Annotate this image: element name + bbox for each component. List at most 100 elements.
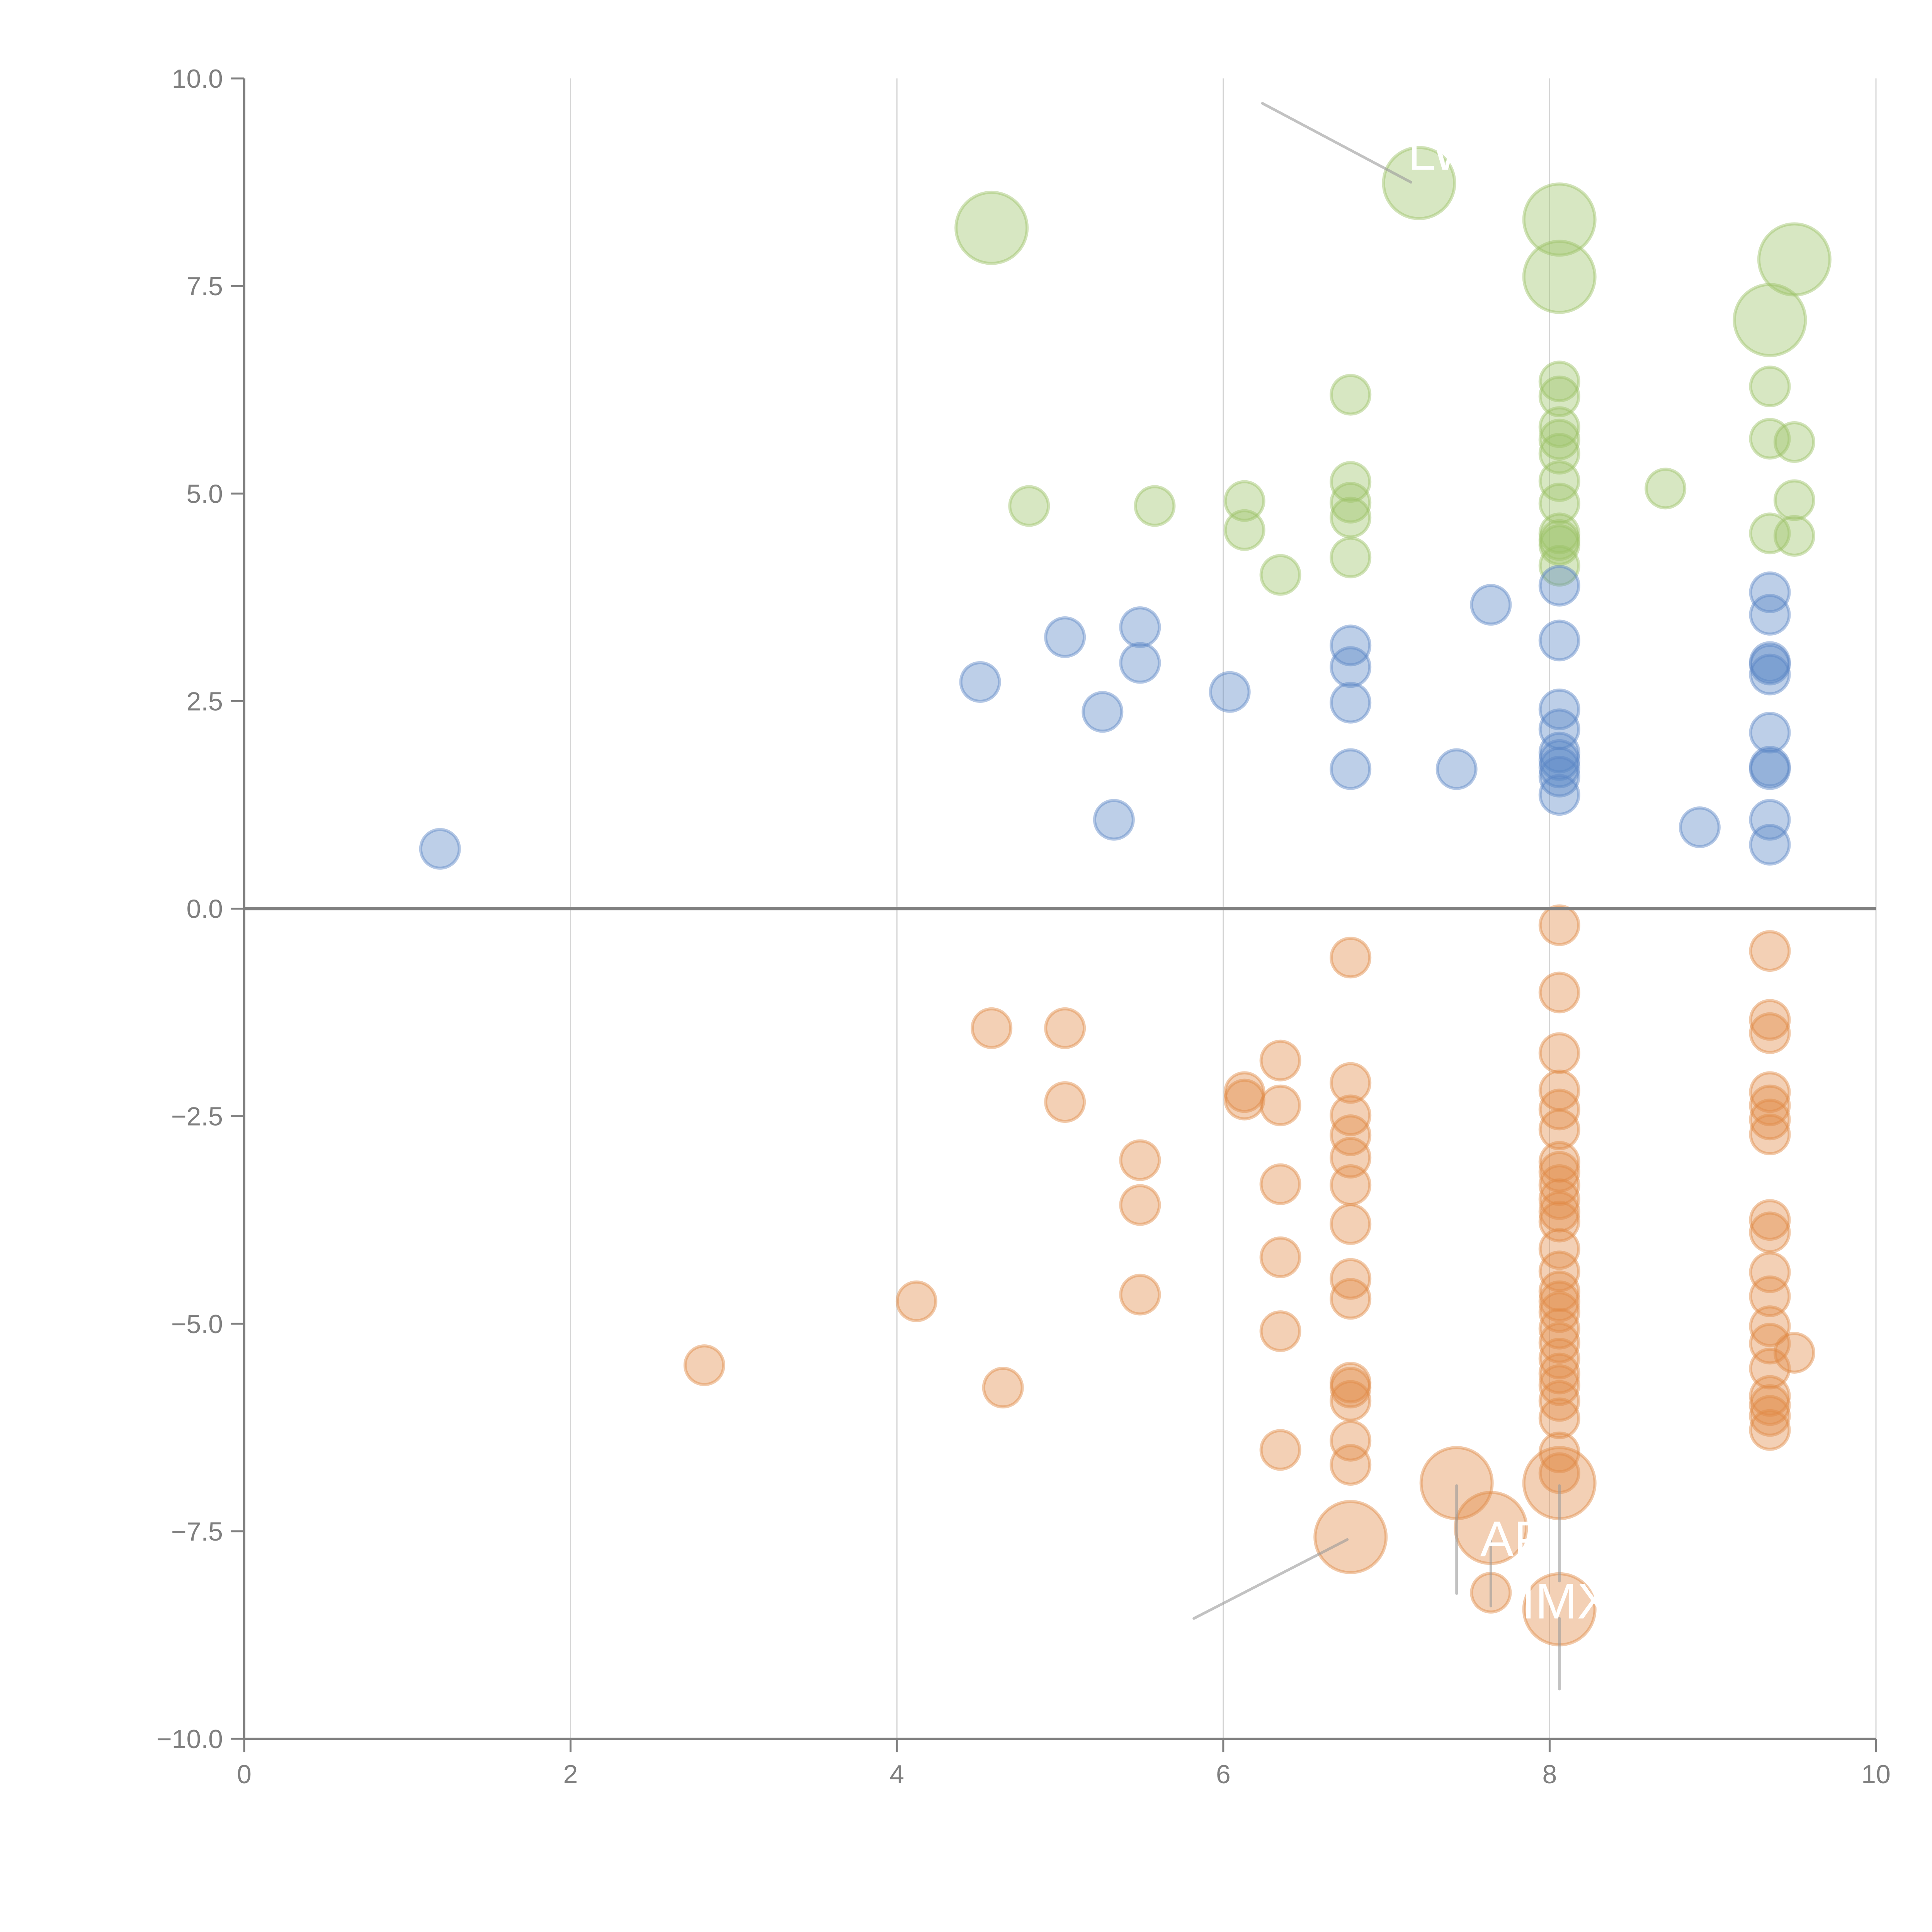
bubble-green bbox=[1538, 361, 1580, 403]
bubble-orange bbox=[1749, 1113, 1791, 1155]
bubble-blue bbox=[1044, 616, 1086, 658]
bubble-green bbox=[1773, 515, 1815, 557]
bubble-orange bbox=[1330, 1362, 1372, 1404]
bubble-orange bbox=[1538, 1308, 1580, 1350]
bubble-blue bbox=[1538, 739, 1580, 781]
bubble-blue bbox=[1749, 571, 1791, 613]
bubble-blue bbox=[419, 828, 461, 870]
bubble-green bbox=[1330, 461, 1372, 503]
bubble-orange bbox=[1259, 1163, 1301, 1205]
bubble-blue bbox=[1538, 747, 1580, 789]
bubble-orange bbox=[1259, 1039, 1301, 1082]
x-tick-label: 10 bbox=[1861, 1760, 1891, 1789]
bubble-blue bbox=[1749, 799, 1791, 841]
bubble-green bbox=[1330, 536, 1372, 578]
bubble-orange bbox=[1749, 1409, 1791, 1451]
series-green bbox=[954, 146, 1832, 596]
y-tick-label: −2.5 bbox=[171, 1102, 223, 1131]
x-tick-label: 4 bbox=[889, 1760, 904, 1789]
bubble-orange bbox=[1044, 1007, 1086, 1049]
bubble-green bbox=[954, 190, 1029, 265]
bubble-orange bbox=[1330, 1420, 1372, 1462]
bubble-orange bbox=[1538, 1088, 1580, 1131]
annotation-labels: LW AP IMX bbox=[1408, 124, 1611, 1629]
bubble-orange bbox=[1259, 1236, 1301, 1278]
bubble-orange bbox=[1749, 1323, 1791, 1365]
x-tick-label: 6 bbox=[1216, 1760, 1231, 1789]
bubble-orange bbox=[1538, 1250, 1580, 1293]
bubble-green bbox=[1538, 433, 1580, 475]
bubble-green bbox=[1522, 240, 1597, 314]
annotation-label: IMX bbox=[1521, 1573, 1611, 1629]
bubble-orange bbox=[1773, 1332, 1815, 1374]
bubble-blue bbox=[1538, 565, 1580, 607]
bubble-orange bbox=[1749, 1099, 1791, 1141]
bubble-orange bbox=[1330, 1062, 1372, 1104]
bubble-orange bbox=[1538, 1178, 1580, 1220]
y-tick-label: −5.0 bbox=[171, 1310, 223, 1339]
bubble-orange bbox=[1044, 1081, 1086, 1123]
bubble-blue bbox=[1330, 624, 1372, 667]
bubble-orange bbox=[1330, 1203, 1372, 1245]
bubble-green bbox=[1538, 545, 1580, 587]
bubble-blue bbox=[959, 661, 1001, 703]
bubble-blue bbox=[1538, 688, 1580, 730]
bubble-orange bbox=[1538, 1337, 1580, 1379]
bubble-blue bbox=[1435, 748, 1478, 790]
bubble-green bbox=[1749, 366, 1791, 408]
bubble-orange bbox=[1538, 1190, 1580, 1233]
y-tick-label: 0.0 bbox=[186, 895, 223, 924]
bubble-blue bbox=[1749, 653, 1791, 696]
bubble-orange bbox=[1538, 1070, 1580, 1112]
bubble-green bbox=[1223, 480, 1265, 522]
bubble-blue bbox=[1749, 641, 1791, 683]
bubble-blue bbox=[1749, 594, 1791, 636]
bubble-green bbox=[1538, 406, 1580, 448]
bubble-orange bbox=[1119, 1184, 1161, 1226]
series-blue bbox=[419, 565, 1791, 870]
bubble-orange bbox=[1749, 1211, 1791, 1253]
bubble-orange bbox=[1749, 1384, 1791, 1426]
bubble-orange bbox=[1538, 1431, 1580, 1473]
bubble-green bbox=[1382, 146, 1456, 220]
bubble-green bbox=[1538, 418, 1580, 461]
bubble-orange bbox=[1749, 1375, 1791, 1417]
leader-line bbox=[1192, 1538, 1349, 1620]
bubble-orange bbox=[1330, 1094, 1372, 1136]
x-tick-label: 0 bbox=[237, 1760, 252, 1789]
leader-lines bbox=[1192, 102, 1561, 1690]
bubble-orange bbox=[1538, 1270, 1580, 1312]
bubble-orange bbox=[1538, 1380, 1580, 1422]
bubble-orange bbox=[1538, 1201, 1580, 1243]
bubble-orange bbox=[1223, 1078, 1265, 1121]
annotation-label: LW bbox=[1408, 124, 1480, 180]
bubble-blue bbox=[1538, 619, 1580, 662]
bubble-orange bbox=[1749, 930, 1791, 972]
y-tick-label: −7.5 bbox=[171, 1517, 223, 1546]
bubble-orange bbox=[1749, 1251, 1791, 1293]
bubble-orange bbox=[1538, 1109, 1580, 1151]
bubble-orange bbox=[1538, 1151, 1580, 1193]
bubble-orange bbox=[1313, 1500, 1388, 1574]
bubble-blue bbox=[1119, 642, 1161, 684]
bubble-orange bbox=[1330, 937, 1372, 979]
bubble-green bbox=[1538, 519, 1580, 561]
bubble-orange bbox=[982, 1367, 1024, 1409]
bubble-orange bbox=[1749, 1071, 1791, 1113]
bubble-blue bbox=[1330, 682, 1372, 724]
bubble-blue bbox=[1330, 646, 1372, 688]
bubble-orange bbox=[1119, 1274, 1161, 1316]
y-tick-label: 7.5 bbox=[186, 272, 223, 301]
bubble-orange bbox=[1538, 1322, 1580, 1364]
bubble-blue bbox=[1538, 708, 1580, 750]
bubble-blue bbox=[1093, 799, 1135, 841]
bubble-green bbox=[1259, 554, 1301, 596]
bubble-orange bbox=[1259, 1429, 1301, 1471]
bubble-green bbox=[1330, 374, 1372, 416]
annotation-label: AP bbox=[1480, 1510, 1547, 1567]
bubble-orange bbox=[1330, 1380, 1372, 1422]
bubble-green bbox=[1008, 485, 1050, 527]
bubble-orange bbox=[1330, 1444, 1372, 1486]
y-tick-label: 10.0 bbox=[172, 64, 223, 94]
bubble-blue bbox=[1538, 731, 1580, 774]
